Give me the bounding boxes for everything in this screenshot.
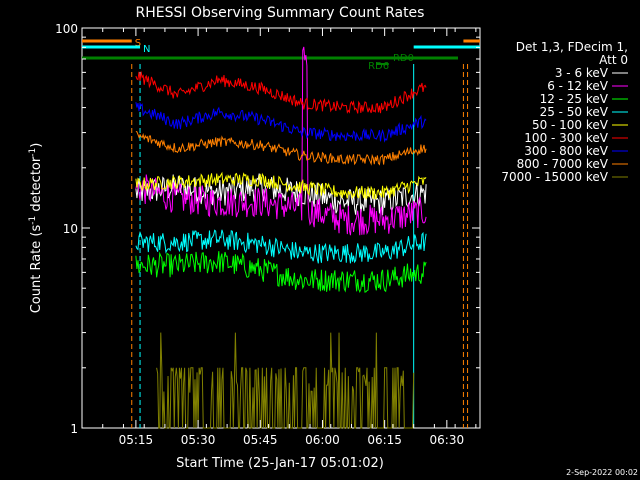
series-line-2 [135, 46, 427, 236]
date-stamp: 2-Sep-2022 00:02 [566, 468, 638, 477]
legend-label: 12 - 25 keV [540, 92, 609, 106]
legend-label: 300 - 800 keV [524, 144, 608, 158]
x-tick-label: 05:30 [181, 433, 216, 447]
series-line-9 [156, 332, 415, 429]
series-line-4 [135, 229, 427, 264]
x-tick-label: 06:30 [430, 433, 465, 447]
series-line-8 [135, 131, 427, 166]
plot-frame [81, 27, 481, 429]
legend-label: 25 - 50 keV [540, 105, 609, 119]
series-layer [135, 46, 427, 429]
legend-header-1: Det 1,3, FDecim 1, [516, 40, 628, 54]
y-axis-label: Count Rate (s-1 detector-1) [28, 143, 44, 314]
y-label-sup2: -1 [28, 148, 38, 157]
x-tick-label: 05:45 [243, 433, 278, 447]
series-line-7 [135, 101, 427, 143]
legend-header-2: Att 0 [599, 53, 628, 67]
legend-label: 6 - 12 keV [547, 79, 609, 93]
legend-label: 50 - 100 keV [532, 118, 609, 132]
legend-label: 3 - 6 keV [555, 66, 609, 80]
y-tick-label: 1 [70, 422, 78, 436]
legend-label: 100 - 300 keV [524, 131, 608, 145]
series-line-6 [135, 71, 427, 114]
flag-label-N: N [143, 44, 150, 55]
legend-label: 7000 - 15000 keV [501, 170, 608, 184]
y-label-part2: detector [29, 156, 44, 216]
y-tick-label: 100 [55, 22, 78, 36]
legend-label: 800 - 7000 keV [517, 157, 609, 171]
x-tick-label: 05:15 [119, 433, 154, 447]
x-axis: 05:15 05:30 05:45 06:00 06:15 06:30 [81, 28, 477, 447]
y-label-sup1: -1 [28, 216, 38, 225]
series-line-3 [135, 251, 427, 294]
attenuator-label-RD6: RD6 [368, 61, 389, 72]
y-tick-label: 10 [63, 222, 78, 236]
y-axis: 1 10 100 [55, 22, 480, 436]
x-tick-label: 06:00 [305, 433, 340, 447]
x-axis-label: Start Time (25-Jan-17 05:01:02) [176, 456, 384, 471]
y-label-part1: Count Rate (s [29, 225, 44, 314]
series-line-5 [135, 171, 427, 201]
attenuator-label-RD0: RD0 [393, 53, 414, 64]
plot-border [81, 27, 481, 429]
x-tick-label: 06:15 [367, 433, 402, 447]
chart-title: RHESSI Observing Summary Count Rates [136, 5, 425, 21]
y-label-end: ) [29, 143, 44, 148]
flag-label-S: S [135, 38, 141, 49]
